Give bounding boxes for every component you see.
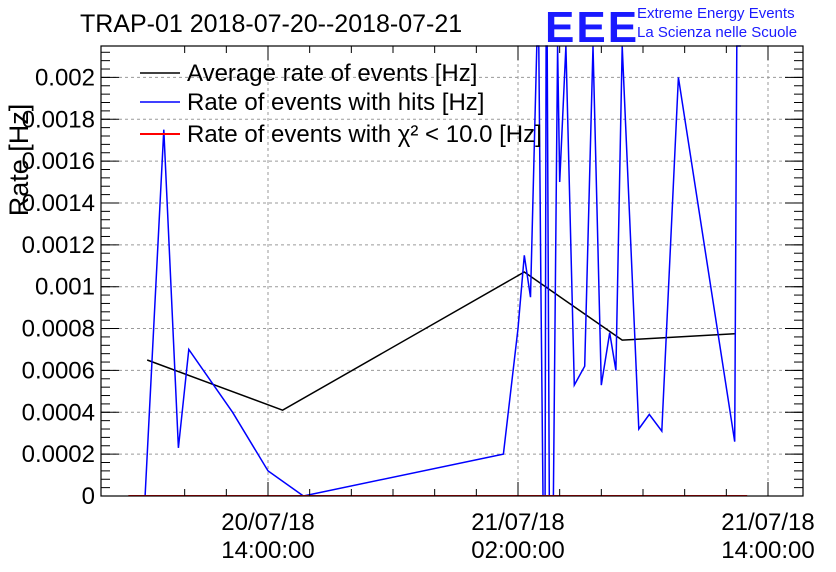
eee-logo-text: EEE	[545, 3, 639, 52]
eee-logo-line1: Extreme Energy Events	[637, 5, 795, 22]
y-tick-label: 0.0016	[22, 148, 95, 175]
y-axis-title: Rate [Hz]	[4, 104, 34, 217]
legend-label: Rate of events with χ² < 10.0 [Hz]	[187, 121, 542, 148]
y-tick-label: 0.001	[35, 274, 95, 301]
y-tick-label: 0.0008	[22, 316, 95, 343]
y-tick-label: 0.0014	[22, 190, 95, 217]
y-tick-label: 0.0012	[22, 232, 95, 259]
grid	[101, 46, 803, 496]
plot-frame	[100, 45, 804, 497]
y-tick-label: 0.0004	[22, 399, 95, 426]
y-tick-label: 0.002	[35, 64, 95, 91]
chart-title: TRAP-01 2018-07-20--2018-07-21	[80, 10, 462, 38]
legend-label: Average rate of events [Hz]	[187, 60, 477, 87]
axes: 0 0.0002 0.0004 0.0006 0.0008 0.001 0.0012 0.00…	[22, 45, 815, 564]
series-line-hits	[128, 45, 741, 496]
y-tick-label: 0.0002	[22, 441, 95, 468]
x-tick-label-time: 02:00:00	[471, 537, 564, 564]
x-tick-label-time: 14:00:00	[721, 537, 814, 564]
y-tick-label: 0	[82, 483, 95, 510]
legend-entry-average: Average rate of events [Hz]	[140, 60, 477, 87]
x-tick-label-date: 21/07/18	[471, 509, 564, 536]
eee-logo-line2: La Scienza nelle Scuole	[637, 24, 797, 41]
legend-entry-chi2: Rate of events with χ² < 10.0 [Hz]	[140, 121, 542, 148]
series-line-average	[146, 271, 735, 412]
x-tick-label-date: 20/07/18	[221, 509, 314, 536]
x-tick-label-date: 21/07/18	[721, 509, 814, 536]
y-tick-label: 0.0018	[22, 106, 95, 133]
eee-logo: EEE Extreme Energy Events La Scienza nel…	[545, 3, 797, 52]
series-average	[146, 271, 735, 412]
y-tick-label: 0.0006	[22, 357, 95, 384]
x-tick-label-time: 14:00:00	[221, 537, 314, 564]
legend: Average rate of events [Hz]Rate of event…	[140, 60, 542, 148]
legend-entry-hits: Rate of events with hits [Hz]	[140, 89, 484, 116]
legend-label: Rate of events with hits [Hz]	[187, 89, 484, 116]
